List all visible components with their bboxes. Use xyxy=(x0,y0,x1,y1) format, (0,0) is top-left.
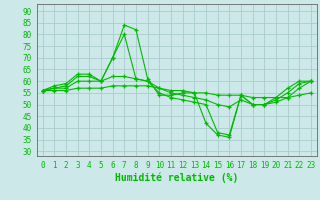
X-axis label: Humidité relative (%): Humidité relative (%) xyxy=(115,173,238,183)
